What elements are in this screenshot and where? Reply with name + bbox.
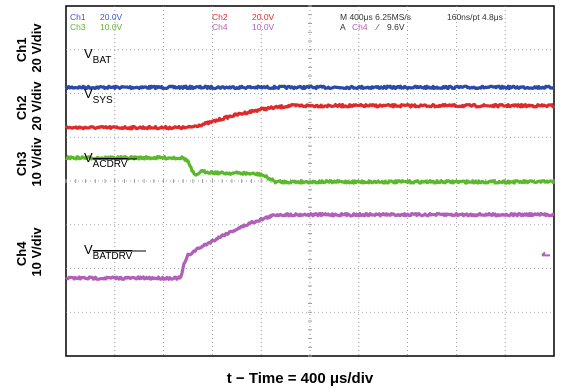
trigger-channel: Ch4 — [352, 22, 368, 32]
ch4-axis-scale: 10 V/div — [29, 227, 44, 277]
vacdrv-label-sub: ACDRV — [93, 159, 128, 170]
ch3-axis-label: Ch3 10 V/div — [14, 137, 44, 187]
ch1-header: Ch1 20.0V — [70, 12, 123, 22]
trace-sys — [64, 102, 555, 131]
ch3-axis-name: Ch3 — [14, 152, 29, 177]
trigger-prefix: A — [340, 22, 346, 32]
ch1-axis-name: Ch1 — [14, 38, 29, 63]
scope-header: Ch1 20.0V Ch2 20.0V Ch3 10.0V Ch4 10.0V … — [70, 12, 503, 32]
vsys-label-sub: SYS — [93, 95, 113, 106]
ch4-header-scale: 10.0V — [252, 22, 275, 32]
ch2-axis-scale: 20 V/div — [29, 81, 44, 131]
ch4-header: Ch4 10.0V — [212, 22, 275, 32]
ch1-axis-scale: 20 V/div — [29, 23, 44, 73]
vbat-label: VBAT — [84, 46, 111, 66]
ch1-axis-label: Ch1 20 V/div — [14, 23, 44, 73]
ch2-header-name: Ch2 — [212, 12, 228, 22]
trigger-readout: A Ch4 ∕ 9.6V — [340, 22, 405, 32]
vsys-label: VSYS — [84, 86, 113, 106]
ch3-header-scale: 10.0V — [100, 22, 123, 32]
record-readout: 160ns/pt 4.8μs — [447, 12, 503, 22]
ch3-header: Ch3 10.0V — [70, 22, 123, 32]
trace-bat — [64, 84, 555, 91]
vbat-label-sub: BAT — [93, 55, 112, 66]
ch1-header-scale: 20.0V — [100, 12, 123, 22]
vbatdrv-label: VBATDRV — [84, 242, 133, 262]
ch2-header: Ch2 20.0V — [212, 12, 275, 22]
ch4-axis-name: Ch4 — [14, 241, 29, 266]
ch4-header-name: Ch4 — [212, 22, 228, 32]
ch2-axis-label: Ch2 20 V/div — [14, 81, 44, 131]
ch3-axis-scale: 10 V/div — [29, 137, 44, 187]
vacdrv-label-main: V — [84, 150, 93, 165]
ch2-header-scale: 20.0V — [252, 12, 275, 22]
vacdrv-label: VACDRV — [84, 150, 128, 170]
vbatdrv-label-main: V — [84, 242, 93, 257]
ch3-header-name: Ch3 — [70, 22, 86, 32]
vbatdrv-label-sub: BATDRV — [93, 251, 133, 262]
vbat-label-main: V — [84, 46, 93, 61]
x-axis-label: t − Time = 400 μs/div — [227, 370, 374, 387]
trace-acdrv — [65, 155, 555, 185]
ch4-axis-label: Ch4 10 V/div — [14, 227, 44, 277]
ch2-axis-name: Ch2 — [14, 96, 29, 121]
trace-batdrv — [65, 211, 555, 281]
ch1-header-name: Ch1 — [70, 12, 86, 22]
timebase-readout: M 400μs 6.25MS/s — [340, 12, 411, 22]
vsys-label-main: V — [84, 86, 93, 101]
trigger-level: 9.6V — [387, 22, 405, 32]
traces — [64, 84, 555, 281]
ground-marker — [541, 251, 550, 257]
